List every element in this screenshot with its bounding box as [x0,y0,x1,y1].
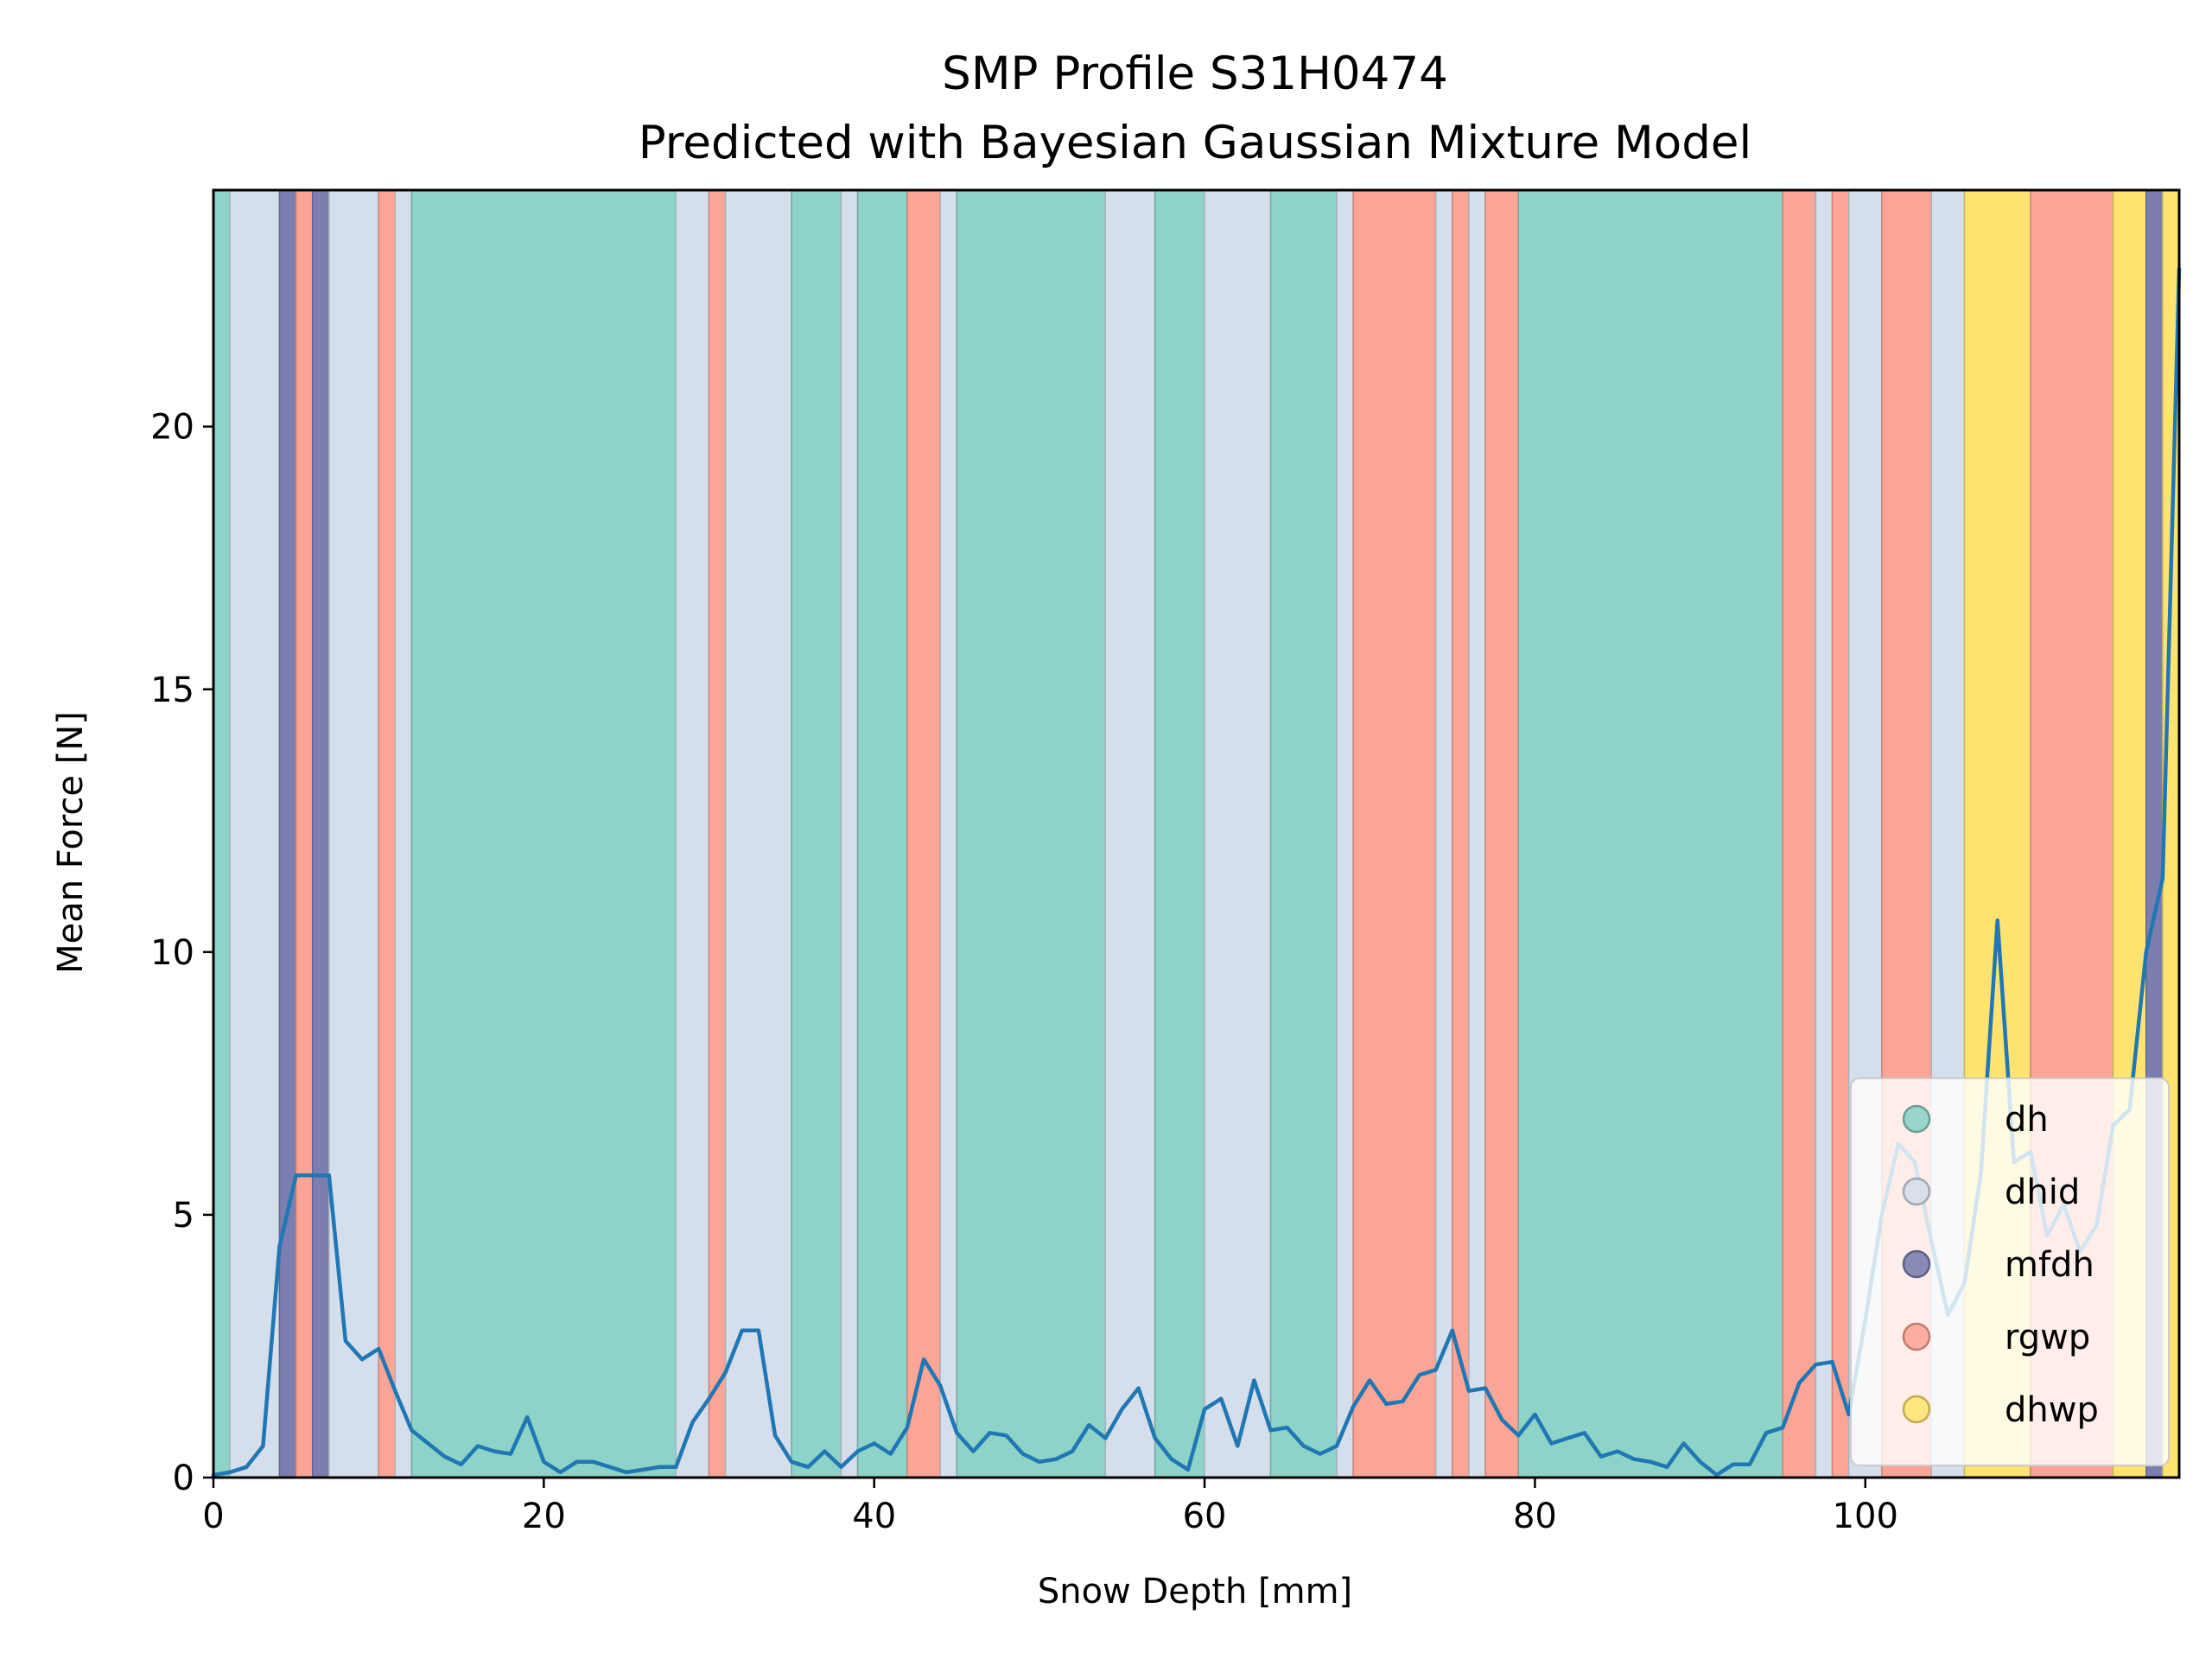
y-tick-label: 15 [150,671,194,710]
legend-box [1850,1077,2170,1466]
segment-dhid [1204,189,1272,1478]
legend-label-dh: dh [2005,1100,2049,1140]
y-axis-label: Mean Force [N] [51,711,91,974]
x-tick-label: 20 [522,1497,566,1536]
segment-dh [956,189,1107,1478]
segment-dhid [394,189,413,1478]
segment-dhid [1336,189,1354,1478]
x-tick-label: 60 [1183,1497,1227,1536]
segment-rgwp [295,189,314,1478]
x-tick-label: 40 [852,1497,896,1536]
segment-rgwp [1352,189,1437,1478]
segment-dhid [1468,189,1486,1478]
segment-mfdh [311,189,330,1478]
segment-dhid [939,189,958,1478]
plot-frame [212,188,2181,1479]
segment-dhid [1434,189,1453,1478]
legend-marker-rgwp [1902,1322,1931,1351]
segment-mfdh [278,189,297,1478]
segment-rgwp [1831,189,1850,1478]
segment-dhid [229,189,281,1478]
segment-dh [1517,189,1783,1478]
x-tick-label: 0 [202,1497,224,1536]
x-tick-label: 80 [1513,1497,1557,1536]
legend-label-rgwp: rgwp [2005,1318,2090,1357]
y-tick-label: 20 [150,408,194,448]
segment-dhid [675,189,710,1478]
segment-rgwp [708,189,727,1478]
chart-subtitle: Predicted with Bayesian Gaussian Mixture… [639,117,1751,169]
legend-marker-dh [1902,1104,1931,1134]
segment-rgwp [1452,189,1470,1478]
segment-dhid [1104,189,1156,1478]
legend-marker-dhid [1902,1177,1931,1206]
segment-dhid [1815,189,1834,1478]
legend: dh dhid mfdh rgwp dhwp [1850,1077,2170,1466]
segment-dh [1269,189,1338,1478]
segment-rgwp [1782,189,1817,1478]
legend-label-mfdh: mfdh [2005,1245,2094,1285]
segment-dh [410,189,677,1478]
legend-label-dhwp: dhwp [2005,1390,2099,1430]
segment-dh [213,189,231,1478]
legend-marker-dhwp [1902,1395,1931,1424]
segment-rgwp [1484,189,1520,1478]
legend-label-dhid: dhid [2005,1173,2080,1212]
x-axis-label: Snow Depth [mm] [1038,1572,1352,1611]
segment-dhid [328,189,379,1478]
x-tick-label: 100 [1833,1497,1898,1536]
legend-marker-mfdh [1902,1249,1931,1279]
segment-dh [1154,189,1205,1478]
y-tick-label: 0 [173,1459,194,1498]
segment-dhid [724,189,792,1478]
segment-dh [856,189,908,1478]
segment-rgwp [906,189,941,1478]
y-tick-label: 10 [150,933,194,973]
y-tick-label: 5 [173,1196,194,1236]
chart-title: SMP Profile S31H0474 [942,48,1448,100]
axes: 0 20 40 60 80 100 0 5 10 15 20 [150,188,2181,1536]
segment-dhid [840,189,859,1478]
segment-dh [791,189,842,1478]
segment-rgwp [378,189,397,1478]
